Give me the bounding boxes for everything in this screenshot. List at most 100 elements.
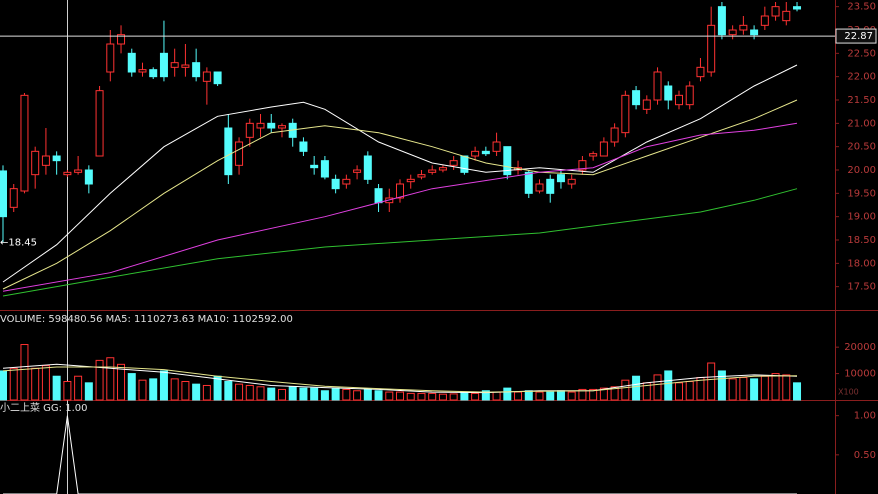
candle-body bbox=[438, 167, 447, 171]
candle-body bbox=[535, 183, 544, 192]
volume-bar bbox=[793, 382, 802, 401]
volume-bar bbox=[331, 387, 340, 401]
volume-bar bbox=[138, 379, 147, 401]
volume-bar bbox=[170, 378, 179, 401]
volume-bar bbox=[149, 378, 158, 401]
low-annotation: ←18.45 bbox=[0, 237, 37, 248]
y-tick-label: 0.50 bbox=[854, 450, 876, 461]
candle-body bbox=[235, 141, 244, 166]
candle-body bbox=[492, 141, 501, 152]
volume-bar bbox=[20, 344, 29, 401]
y-tick-label: 20.00 bbox=[847, 165, 876, 176]
candle-body bbox=[567, 178, 576, 185]
candle-body bbox=[52, 155, 61, 162]
volume-bar bbox=[159, 370, 168, 401]
volume-bar bbox=[707, 362, 716, 401]
y-tick-label: 10000 bbox=[844, 369, 876, 380]
volume-bar bbox=[374, 390, 383, 401]
candle-body bbox=[181, 64, 190, 68]
y-tick-label: 19.50 bbox=[847, 188, 876, 199]
volume-bar bbox=[84, 382, 93, 401]
candle-body bbox=[310, 164, 319, 169]
candle-body bbox=[417, 174, 426, 178]
volume-bar bbox=[589, 388, 598, 401]
candle-body bbox=[707, 24, 716, 73]
volume-bar bbox=[235, 383, 244, 401]
volume-bar bbox=[52, 375, 61, 401]
y-tick-label: 20000 bbox=[844, 342, 876, 353]
candle-body bbox=[299, 141, 308, 152]
candle-body bbox=[589, 153, 598, 157]
candle-body bbox=[696, 66, 705, 78]
volume-bar bbox=[449, 393, 458, 401]
volume-bar bbox=[492, 391, 501, 401]
volume-bar bbox=[63, 381, 72, 401]
price-tag-label: 22.87 bbox=[844, 31, 873, 42]
candle-body bbox=[750, 29, 759, 36]
volume-bar bbox=[760, 375, 769, 401]
candle-body bbox=[503, 146, 512, 176]
volume-bar bbox=[546, 391, 555, 401]
volume-bar bbox=[428, 392, 437, 401]
volume-bar bbox=[556, 390, 565, 401]
candle-body bbox=[95, 90, 104, 157]
candle-body bbox=[267, 122, 276, 129]
candle-body bbox=[320, 160, 329, 178]
volume-bar bbox=[739, 377, 748, 401]
candle-body bbox=[793, 6, 802, 10]
volume-bar bbox=[503, 387, 512, 401]
volume-unit: X100 bbox=[838, 388, 859, 397]
candle-body bbox=[342, 178, 351, 185]
candle-body bbox=[192, 62, 201, 78]
volume-bar bbox=[106, 357, 115, 401]
candle-body bbox=[20, 94, 29, 192]
indicator-title: 小二上菜 GG: 1.00 bbox=[0, 402, 88, 414]
volume-bar bbox=[782, 374, 791, 401]
candle-body bbox=[760, 15, 769, 26]
candle-body bbox=[685, 85, 694, 106]
y-tick-label: 22.00 bbox=[847, 72, 876, 83]
volume-bar bbox=[406, 392, 415, 401]
candle-body bbox=[428, 169, 437, 173]
volume-bar bbox=[245, 384, 254, 401]
candle-body bbox=[224, 127, 233, 176]
volume-bar bbox=[202, 384, 211, 401]
volume-bar bbox=[385, 391, 394, 401]
candle-body bbox=[556, 174, 565, 183]
volume-bar bbox=[460, 391, 469, 401]
volume-bar bbox=[299, 387, 308, 401]
volume-bar bbox=[524, 390, 533, 401]
candle-body bbox=[9, 188, 18, 208]
candle-body bbox=[256, 122, 265, 129]
candle-body bbox=[31, 150, 40, 176]
y-tick-label: 18.00 bbox=[847, 258, 876, 269]
candle-body bbox=[41, 155, 50, 166]
price-tag bbox=[835, 28, 877, 44]
candle-body bbox=[546, 178, 555, 194]
candle-body bbox=[449, 160, 458, 166]
volume-bar bbox=[342, 388, 351, 401]
candle-body bbox=[277, 125, 286, 129]
candle-body bbox=[170, 62, 179, 68]
candle-body bbox=[782, 10, 791, 22]
candle-body bbox=[396, 183, 405, 199]
volume-bar bbox=[750, 378, 759, 401]
volume-bar bbox=[578, 388, 587, 401]
candle-body bbox=[331, 178, 340, 190]
volume-bar bbox=[621, 379, 630, 401]
volume-bar bbox=[277, 388, 286, 401]
volume-bar bbox=[471, 392, 480, 401]
candle-body bbox=[363, 155, 372, 180]
candle-body bbox=[406, 178, 415, 183]
volume-bar bbox=[664, 370, 673, 401]
candle-body bbox=[578, 160, 587, 171]
candle-body bbox=[728, 29, 737, 36]
volume-bar bbox=[267, 387, 276, 401]
volume-title: VOLUME: 598480.56 MA5: 1110273.63 MA10: … bbox=[0, 314, 293, 325]
candle-body bbox=[524, 171, 533, 194]
candle-body bbox=[159, 52, 168, 78]
volume-bar bbox=[481, 390, 490, 401]
volume-bar bbox=[181, 381, 190, 401]
